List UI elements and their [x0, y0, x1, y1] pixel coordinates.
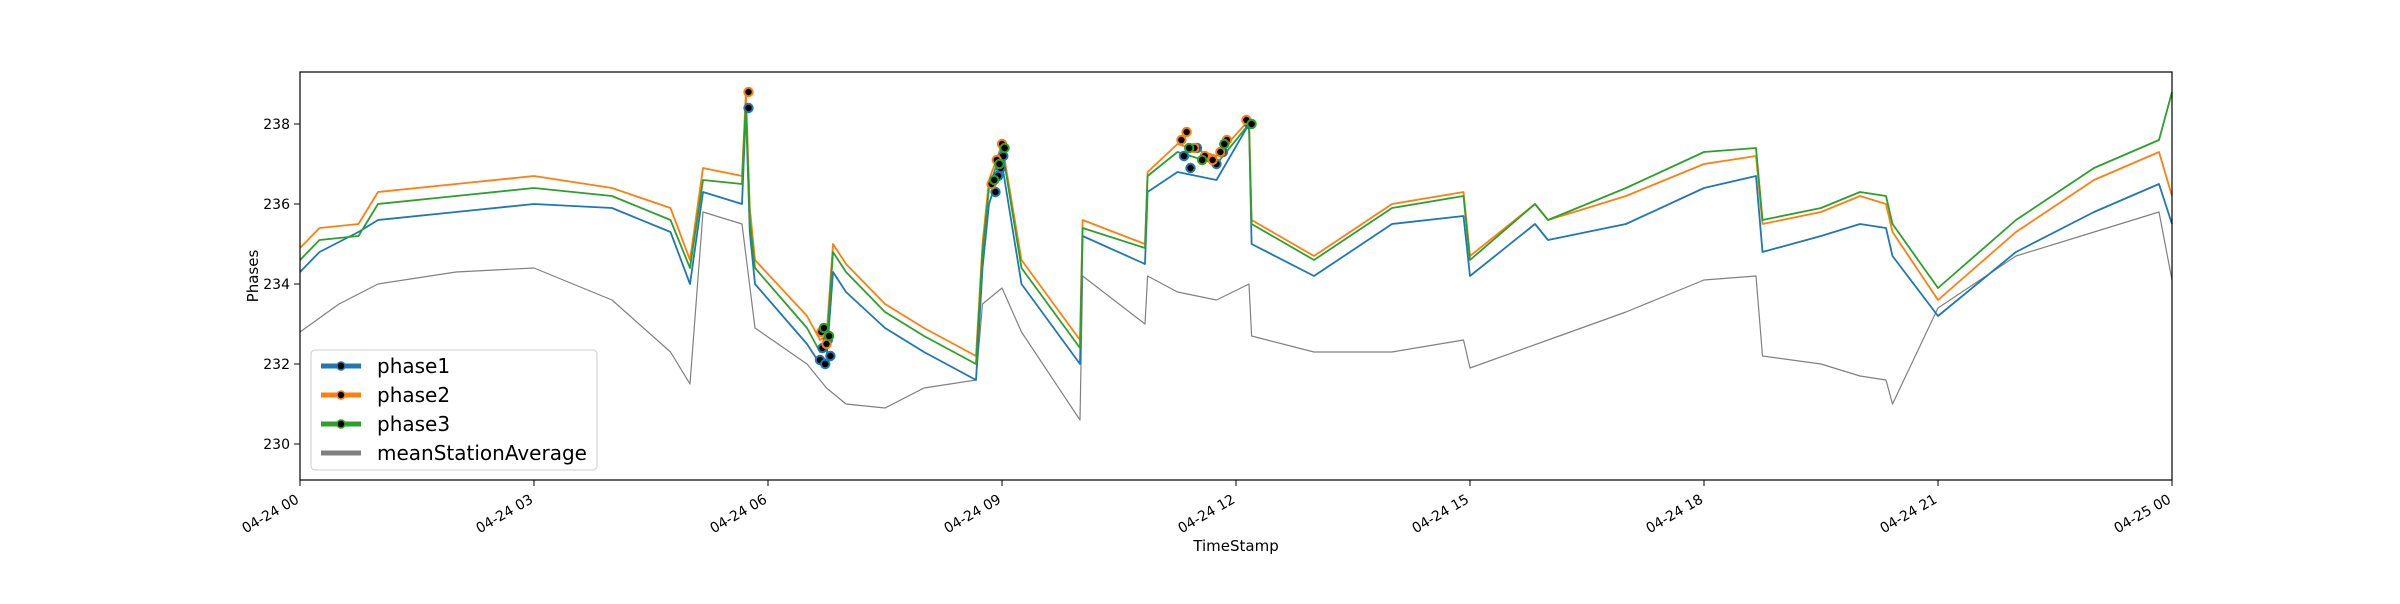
legend-marker-phase2 — [336, 390, 346, 400]
marker-phase1 — [1178, 150, 1190, 162]
marker-phase3 — [1184, 142, 1195, 154]
marker-phase3 — [1197, 154, 1208, 166]
x-tick-label: 04-24 00 — [239, 492, 302, 537]
legend-marker-phase1 — [336, 361, 346, 371]
y-axis-title: Phases — [244, 250, 262, 303]
series-line-phase1 — [299, 107, 2173, 381]
marker-phase2 — [1215, 146, 1226, 158]
series-line-meanStationAverage — [299, 211, 2173, 421]
marker-phase2 — [1207, 154, 1218, 166]
marker-phase2 — [1176, 134, 1187, 146]
x-tick-label: 04-24 09 — [941, 492, 1004, 537]
y-axis: 230 232 234 236 238 — [263, 117, 300, 453]
y-tick-label: 236 — [263, 197, 290, 213]
marker-phase1 — [990, 186, 1001, 198]
x-tick-label: 04-24 12 — [1175, 492, 1238, 537]
marker-layer — [743, 86, 1257, 370]
x-tick-label: 04-25 00 — [2111, 492, 2174, 537]
legend-box — [310, 349, 598, 471]
legend-label-phase1: phase1 — [377, 354, 450, 378]
legend-label-phase2: phase2 — [377, 383, 450, 407]
marker-phase1 — [820, 358, 831, 370]
legend-label-meanStationAverage: meanStationAverage — [377, 441, 587, 465]
marker-phase1 — [1185, 162, 1196, 174]
marker-phase3 — [989, 174, 1000, 186]
series-layer — [299, 91, 2173, 421]
series-line-phase3 — [299, 91, 2173, 365]
marker-phase3 — [999, 142, 1010, 154]
marker-phase3 — [823, 330, 835, 342]
x-axis: 04-24 00 04-24 03 04-24 06 04-24 09 04-24 12… — [239, 480, 2174, 537]
marker-phase3 — [1246, 118, 1257, 130]
marker-phase3 — [818, 322, 830, 334]
marker-phase3 — [994, 158, 1005, 170]
y-tick-label: 230 — [263, 437, 290, 453]
legend-marker-phase3 — [336, 419, 346, 429]
marker-phase3 — [1219, 138, 1230, 150]
series-line-phase2 — [299, 91, 2173, 357]
marker-phase1 — [825, 350, 836, 362]
x-tick-label: 04-24 18 — [1643, 492, 1706, 537]
x-tick-label: 04-24 21 — [1877, 492, 1940, 537]
y-tick-label: 234 — [263, 277, 290, 293]
x-tick-label: 04-24 03 — [473, 492, 536, 537]
legend-label-phase3: phase3 — [377, 412, 450, 436]
x-tick-label: 04-24 06 — [707, 492, 770, 537]
y-tick-label: 232 — [263, 357, 290, 373]
marker-phase2 — [1181, 126, 1192, 138]
marker-phase2 — [743, 86, 754, 98]
marker-phase1 — [743, 102, 754, 114]
legend: phase1 phase2 phase3 meanStationAverage — [310, 349, 598, 471]
x-tick-label: 04-24 15 — [1409, 492, 1472, 537]
y-tick-label: 238 — [263, 117, 290, 133]
x-axis-title: TimeStamp — [1192, 537, 1278, 555]
